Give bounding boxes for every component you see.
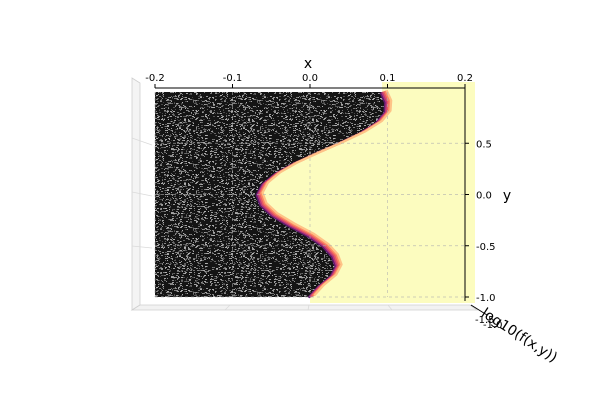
pane-grid-line [131,137,153,146]
surface [155,82,475,303]
x-tick-label: -0.1 [223,73,243,84]
y-tick-label: 0.5 [476,139,492,150]
z-axis-line [470,304,488,316]
pane-grid-line [387,304,393,311]
pane-grid-line [307,304,310,311]
x-tick-label: 0.0 [302,73,318,84]
y-tick-label: -1.0 [476,293,496,304]
edge-band-line [261,89,393,296]
y-tick-label: 0.0 [476,191,492,202]
x-tick-label: -0.2 [145,73,165,84]
left-pane [131,77,141,311]
axes: -0.2 -0.1 0.0 0.1 0.20.50.0-0.5-1.0-1.5-1.0 [145,73,502,331]
pane-grid-line [131,191,153,197]
pane-grid-line [131,245,153,249]
y-axis-label: y [503,188,511,204]
z-tick-label: -1.5 [475,315,495,326]
x-tick-label: 0.2 [457,73,473,84]
gridlines [154,92,466,298]
x-axis-label: x [304,56,312,72]
z-axis-label: log10(f(x,y)) [478,305,560,366]
axes-panes [130,77,479,311]
bottom-pane [130,304,479,311]
y-tick-label: -0.5 [476,242,496,253]
z-tick-label: -1.0 [483,320,503,331]
pane-grid-line [224,304,231,311]
x-tick-label: 0.1 [380,73,396,84]
